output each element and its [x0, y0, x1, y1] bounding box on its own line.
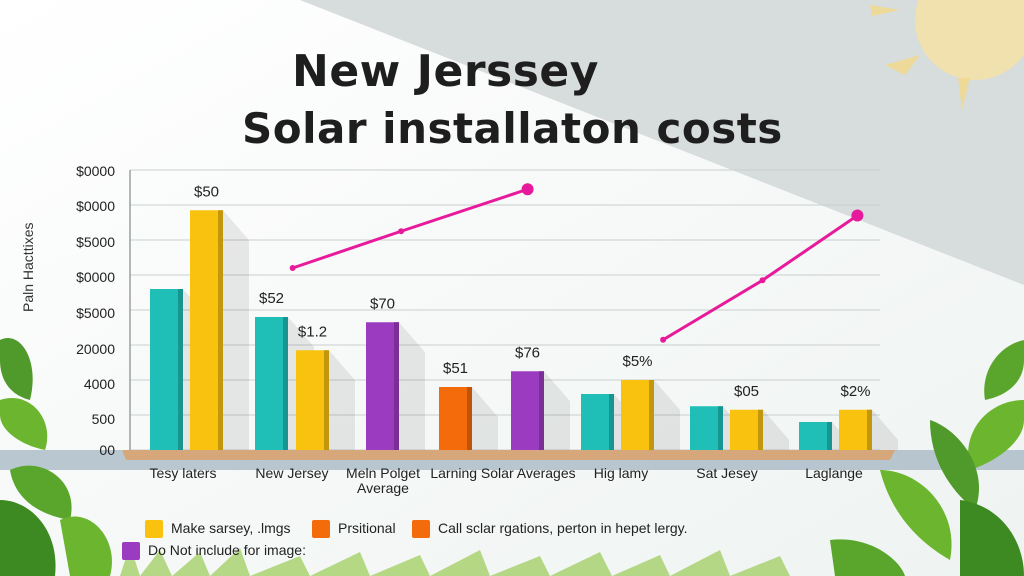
plant-left-icon	[0, 338, 112, 576]
bar-value-label: $51	[443, 360, 468, 377]
bar	[839, 409, 872, 450]
bar-side	[758, 409, 763, 450]
trend-point	[289, 265, 296, 271]
bar-side	[218, 210, 223, 450]
legend-label: Prsitional	[338, 520, 396, 536]
legend-swatch	[122, 542, 140, 561]
bar	[190, 210, 223, 450]
y-tick-label: 4000	[83, 376, 115, 392]
bar-side	[178, 289, 183, 450]
bar	[799, 422, 832, 450]
x-tick-label: Hig lamy	[593, 465, 649, 481]
bar	[296, 350, 329, 450]
bar-side	[609, 394, 614, 450]
x-tick-label: Tesy laters	[149, 465, 217, 481]
bar	[581, 394, 614, 450]
bar-shadow	[329, 350, 355, 450]
bar	[255, 317, 288, 450]
x-tick-label: New Jersey	[255, 465, 329, 481]
bar-value-label: $76	[515, 344, 540, 361]
legend-item: Do Not include for image:	[122, 542, 306, 561]
legend-item: Prsitional	[312, 520, 396, 539]
plant-right-icon	[830, 340, 1024, 576]
bar-side	[467, 387, 472, 450]
chart-title-line-2: Solar installaton costs	[242, 104, 783, 153]
y-tick-label: $5000	[76, 234, 115, 250]
y-tick-label: $0000	[76, 269, 115, 285]
bar-shadow	[223, 210, 249, 450]
legend-swatch	[312, 520, 330, 539]
bar-value-label: $1.2	[298, 323, 327, 340]
chart-floor	[122, 450, 895, 460]
x-tick-label: Sat Jesey	[696, 465, 758, 481]
legend-label: Call sclar rgations, perton in hepet ler…	[438, 520, 688, 536]
legend-label: Do Not include for image:	[148, 542, 306, 558]
bar-side	[827, 422, 832, 450]
y-tick-label: $0000	[76, 163, 115, 179]
bar-shadow	[763, 409, 789, 450]
bar-value-label: $2%	[840, 383, 870, 400]
trend-line	[662, 214, 859, 342]
legend-item: Call sclar rgations, perton in hepet ler…	[412, 520, 688, 539]
bar-side	[394, 322, 399, 450]
bar-value-label: $52	[259, 290, 284, 307]
bar-value-label: $70	[370, 295, 395, 312]
bar	[366, 322, 399, 450]
bar	[730, 409, 763, 450]
bar-side	[867, 409, 872, 450]
grass-strip	[120, 545, 790, 576]
x-tick-label: Laglange	[805, 465, 863, 481]
bar-value-label: $5%	[622, 353, 652, 370]
bar	[439, 387, 472, 450]
legend-item: Make sarsey, .lmgs	[145, 520, 291, 539]
legend-swatch	[412, 520, 430, 539]
y-tick-label: 20000	[76, 341, 115, 357]
chart-title-line-1: New Jerssey	[292, 46, 599, 97]
y-tick-label: $0000	[76, 198, 115, 214]
y-tick-label: $5000	[76, 305, 115, 321]
bar	[511, 371, 544, 450]
sun-icon	[870, 0, 1024, 110]
bar-side	[718, 406, 723, 450]
legend-label: Make sarsey, .lmgs	[171, 520, 291, 536]
bar-shadow	[399, 322, 425, 450]
bar-shadow	[654, 380, 680, 450]
bar	[621, 380, 654, 450]
trend-point	[398, 228, 405, 235]
bar-side	[539, 371, 544, 450]
trend-point	[851, 209, 864, 222]
bar-shadow	[872, 409, 898, 450]
y-tick-label: 500	[91, 411, 115, 427]
bar-side	[283, 317, 288, 450]
y-tick-label: 00	[99, 442, 115, 458]
trend-point	[759, 277, 766, 284]
bar-side	[649, 380, 654, 450]
trend-point	[521, 183, 534, 196]
bar-shadow	[472, 387, 498, 450]
trend-point	[660, 336, 667, 343]
legend-swatch	[145, 520, 163, 539]
bar-shadow	[544, 371, 570, 450]
x-tick-label: Meln Polget Average	[346, 465, 420, 496]
bar	[150, 289, 183, 450]
bar-value-label: $50	[194, 183, 219, 200]
trend-line	[292, 187, 529, 270]
bar-value-label: $05	[734, 383, 759, 400]
x-tick-label: Larning Solar Averages	[430, 465, 576, 481]
bar	[690, 406, 723, 450]
bar-side	[324, 350, 329, 450]
